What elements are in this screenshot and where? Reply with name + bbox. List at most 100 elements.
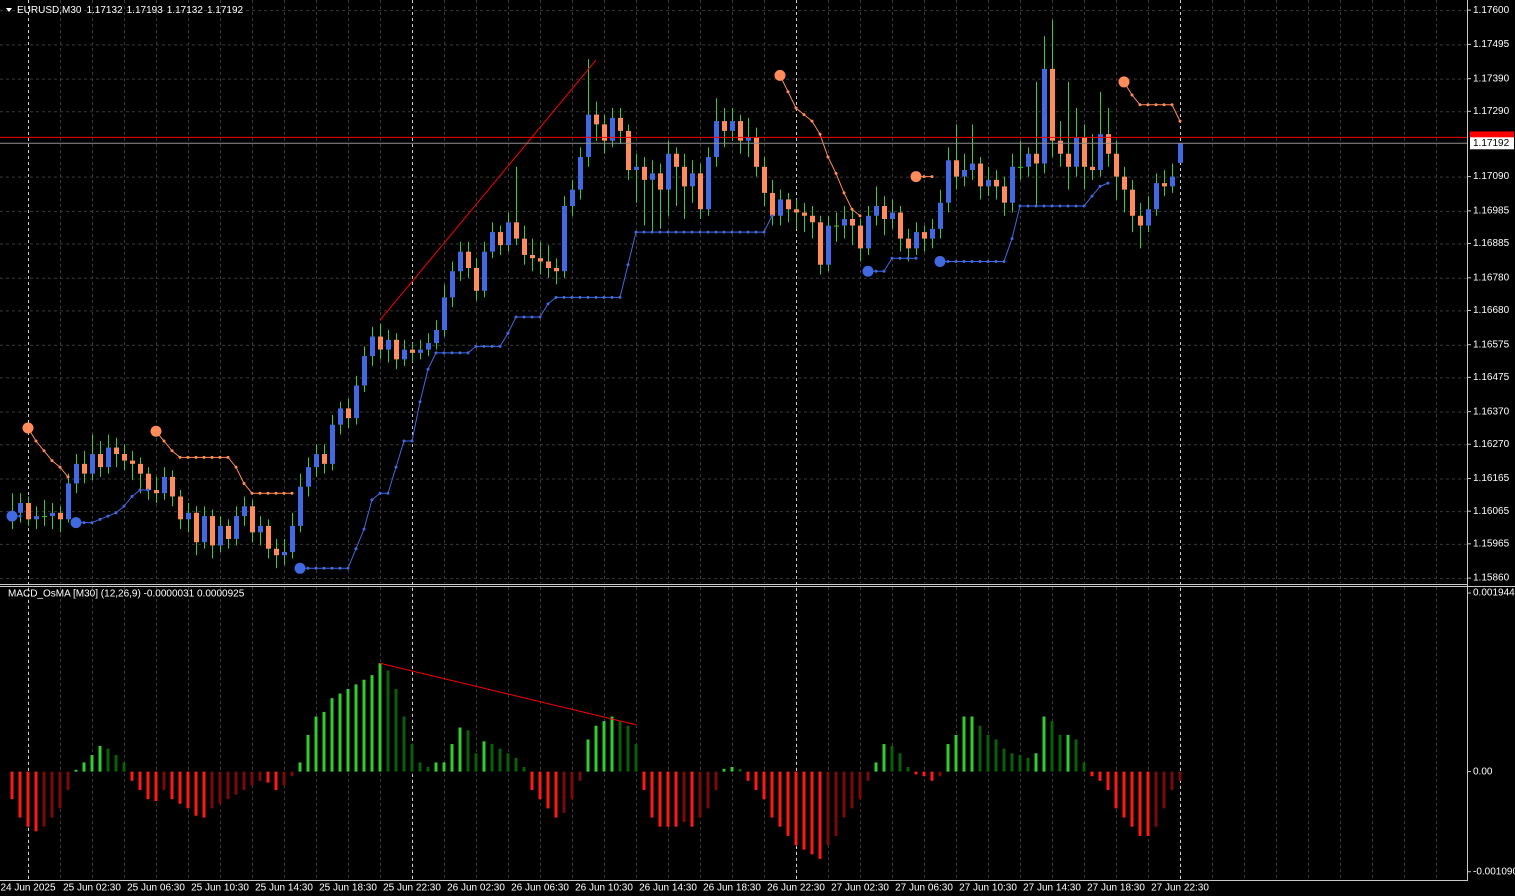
y-tick-label: 1.17290: [1473, 106, 1510, 117]
histogram-bar: [394, 688, 398, 772]
resistance-dot: [910, 171, 922, 183]
resistance-dot: [194, 455, 198, 459]
histogram-bar: [554, 771, 558, 818]
resistance-dot: [774, 69, 786, 81]
histogram-bar: [570, 771, 574, 800]
histogram-bar: [914, 771, 918, 775]
support-dot: [474, 344, 478, 348]
resistance-dot: [50, 459, 54, 463]
candle-body: [282, 551, 287, 556]
histogram-bar: [946, 744, 950, 772]
support-dot: [522, 315, 526, 319]
histogram-bar: [1082, 762, 1086, 772]
candle-body: [714, 121, 719, 158]
histogram-bar: [874, 762, 878, 772]
resistance-dot: [34, 439, 38, 443]
histogram-bar: [210, 771, 214, 809]
y-tick-label: 1.16575: [1473, 339, 1510, 350]
histogram-bar: [506, 753, 510, 772]
resistance-line: [27, 427, 69, 478]
histogram-bar: [834, 771, 838, 836]
candle-body: [642, 166, 647, 180]
resistance-dot: [66, 475, 70, 479]
support-dot: [626, 263, 630, 267]
resistance-dot: [218, 455, 222, 459]
histogram-bar: [1130, 771, 1134, 827]
candle-body: [1026, 153, 1031, 167]
histogram-bar: [1050, 721, 1054, 772]
symbol-menu-icon[interactable]: [6, 8, 12, 12]
histogram-bar: [146, 771, 150, 800]
resistance-dot: [242, 481, 246, 485]
histogram-bar: [426, 767, 430, 772]
histogram-bar: [642, 771, 646, 790]
candle-body: [546, 261, 551, 268]
support-dot: [482, 344, 486, 348]
support-dot: [770, 214, 774, 218]
candle-body: [962, 170, 967, 177]
histogram-bar: [130, 771, 134, 781]
support-dot: [970, 259, 974, 263]
support-dot: [706, 230, 710, 234]
histogram-bar: [866, 771, 870, 781]
y-tick-label: 1.15860: [1473, 573, 1510, 584]
support-dot: [578, 295, 582, 299]
chart-header: EURUSD,M30 1.17132 1.17193 1.17132 1.17192: [17, 5, 244, 16]
histogram-bar: [1170, 771, 1174, 790]
histogram-bar: [74, 769, 78, 772]
histogram-bar: [690, 771, 694, 827]
support-dot: [658, 230, 662, 234]
x-tick-label: 26 Jun 22:30: [767, 883, 825, 894]
support-dot: [370, 498, 374, 502]
histogram-bar: [674, 771, 678, 827]
resistance-dot: [1162, 103, 1166, 107]
resistance-dot: [834, 171, 838, 175]
x-tick-label: 26 Jun 02:30: [447, 883, 505, 894]
resistance-dot: [162, 439, 166, 443]
candle-body: [986, 179, 991, 187]
candle-body: [914, 232, 919, 249]
support-dot: [1106, 181, 1110, 185]
candle-body: [618, 117, 623, 131]
histogram-bar: [306, 734, 310, 772]
y-tick-label: 1.16270: [1473, 439, 1510, 450]
histogram-bar: [802, 771, 806, 850]
histogram-bar: [418, 762, 422, 772]
candle-body: [226, 525, 231, 539]
candle-body: [634, 166, 639, 171]
support-dot: [1010, 237, 1014, 241]
resistance-dot: [818, 132, 822, 136]
y-tick-label: 0.0019443: [1473, 588, 1515, 599]
histogram-bar: [626, 725, 630, 772]
support-dot: [82, 521, 86, 525]
candle-body: [506, 222, 511, 246]
support-dot: [738, 230, 742, 234]
candle-body: [346, 408, 351, 419]
histogram-bar: [266, 771, 270, 783]
support-dot: [642, 230, 646, 234]
candle-body: [410, 349, 415, 353]
y-tick-label: 1.16370: [1473, 406, 1510, 417]
support-dot: [754, 230, 758, 234]
trend-line: [379, 59, 597, 321]
histogram-bar: [274, 771, 278, 790]
candle-body: [362, 356, 367, 386]
resistance-dot: [810, 119, 814, 123]
histogram-bar: [538, 771, 542, 800]
support-dot: [1098, 184, 1102, 188]
candle-body: [146, 473, 151, 490]
x-tick-label: 27 Jun 18:30: [1087, 883, 1145, 894]
candle-body: [98, 454, 103, 468]
histogram-bar: [258, 771, 262, 781]
x-tick-label: 27 Jun 22:30: [1151, 883, 1209, 894]
histogram-bar: [722, 768, 726, 772]
candle-body: [602, 124, 607, 141]
candle-body: [266, 525, 271, 549]
histogram-bar: [1098, 771, 1102, 781]
histogram-bar: [90, 755, 94, 772]
support-dot: [682, 230, 686, 234]
histogram-bar: [18, 771, 22, 818]
histogram-bar: [594, 725, 598, 772]
histogram-bar: [922, 771, 926, 777]
candle-body: [1106, 134, 1111, 154]
